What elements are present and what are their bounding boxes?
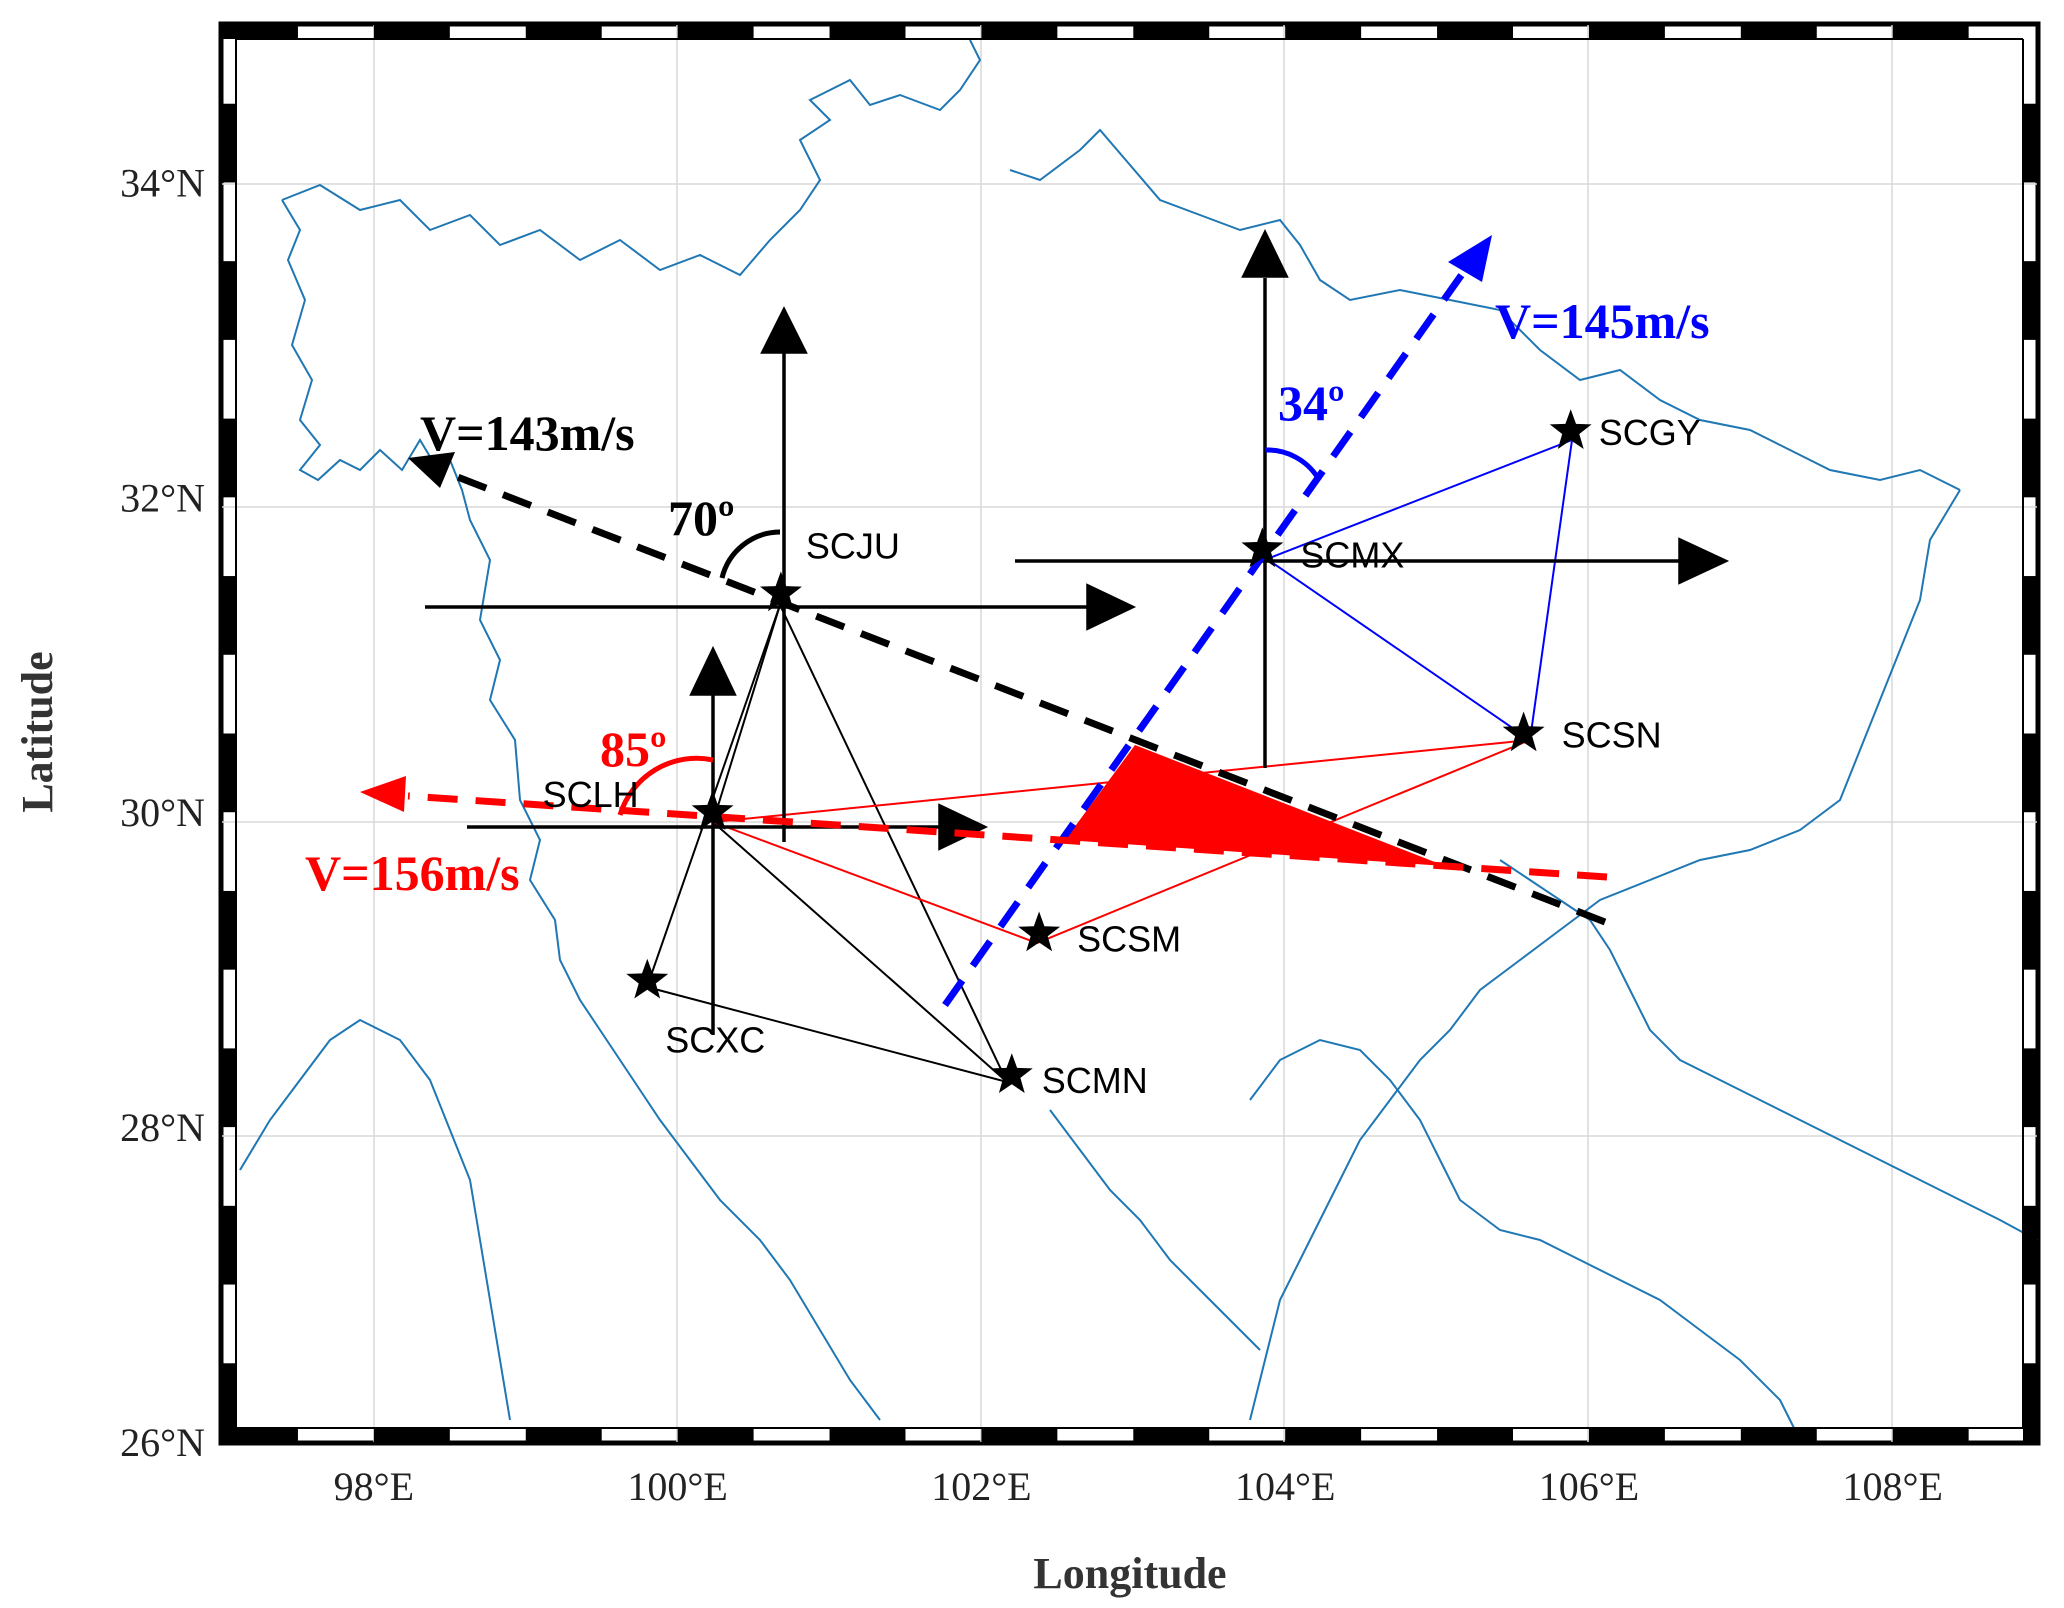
boundary-north	[281, 39, 982, 277]
stations-layer: SCJU SCLH SCXC SCMN SCSM SCMX SCGY SCSN	[543, 409, 1701, 1101]
angle-arc-black	[719, 529, 781, 579]
x-tick-label: 104°E	[1235, 1464, 1335, 1509]
station-scxc: SCXC	[626, 958, 765, 1061]
x-tick-label: 100°E	[627, 1464, 727, 1509]
station-sclh: SCLH	[543, 774, 734, 830]
star-icon	[760, 571, 802, 612]
intersection-wedge	[1065, 745, 1445, 866]
x-axis-title: Longitude	[1033, 1549, 1226, 1598]
y-axis-title: Latitude	[13, 651, 62, 812]
angle-label-red: 85º	[600, 721, 667, 777]
red-dashed-line	[407, 792, 1608, 881]
star-icon	[1549, 409, 1592, 449]
black-dashed-line	[440, 467, 1607, 926]
x-tick-labels: 98°E 100°E 102°E 104°E 106°E 108°E	[334, 1464, 1943, 1509]
y-tick-labels: 26°N 28°N 30°N 32°N 34°N	[120, 160, 205, 1465]
station-scsm: SCSM	[1018, 911, 1181, 959]
y-tick-label: 34°N	[120, 160, 205, 205]
boundary-river-1	[1249, 1038, 1801, 1441]
angle-arc-red	[617, 755, 714, 816]
station-scmx: SCMX	[1241, 527, 1404, 575]
angle-label-black: 70º	[668, 490, 735, 546]
x-tick-label: 98°E	[334, 1464, 414, 1509]
x-tick-label: 108°E	[1842, 1464, 1942, 1509]
velocity-label-blue: V=145m/s	[1495, 293, 1710, 349]
boundary-south	[239, 1018, 511, 1421]
boundary-west	[281, 199, 881, 1421]
station-scsn: SCSN	[1502, 711, 1662, 756]
y-tick-label: 28°N	[120, 1105, 205, 1150]
star-icon	[1241, 527, 1284, 568]
velocity-label-black: V=143m/s	[420, 405, 635, 461]
y-tick-label: 30°N	[120, 790, 205, 835]
station-label: SCLH	[543, 774, 639, 815]
angle-arc-blue	[1264, 447, 1321, 480]
red-velocity-arrowhead	[360, 776, 406, 812]
station-label: SCJU	[806, 525, 900, 566]
propagation-lines	[407, 267, 1608, 1008]
grid	[222, 25, 2037, 1442]
reference-arrows	[425, 229, 1730, 1035]
x-tick-label: 102°E	[931, 1464, 1031, 1509]
boundaries	[239, 39, 2038, 1441]
blue-velocity-arrowhead	[1448, 235, 1492, 282]
station-label: SCSN	[1562, 715, 1662, 756]
station-label: SCSM	[1077, 918, 1181, 959]
station-label: SCXC	[665, 1020, 765, 1061]
star-icon	[1018, 911, 1061, 952]
star-icon	[691, 790, 734, 830]
station-scmn: SCMN	[990, 1053, 1148, 1101]
station-scgy: SCGY	[1549, 409, 1701, 453]
x-tick-label: 106°E	[1539, 1464, 1639, 1509]
blue-dashed-line	[942, 267, 1468, 1008]
blue-triangle	[1266, 438, 1574, 742]
velocity-label-red: V=156m/s	[305, 845, 520, 901]
boundary-east	[1249, 489, 1961, 1421]
y-tick-label: 26°N	[120, 1420, 205, 1465]
map-area	[220, 23, 2039, 1444]
station-scju: SCJU	[760, 525, 900, 612]
boundary-river-3	[1049, 1109, 1261, 1351]
y-tick-label: 32°N	[120, 475, 205, 520]
station-label: SCGY	[1599, 412, 1701, 453]
frame-border	[218, 21, 2041, 1446]
star-icon	[990, 1053, 1033, 1093]
station-label: SCMX	[1300, 534, 1404, 575]
boundary-northeast	[1009, 128, 1961, 491]
star-icon	[626, 958, 669, 999]
black-velocity-arrowhead	[408, 452, 455, 488]
angle-label-blue: 34º	[1278, 375, 1345, 431]
station-label: SCMN	[1042, 1060, 1148, 1101]
star-icon	[1502, 711, 1545, 752]
